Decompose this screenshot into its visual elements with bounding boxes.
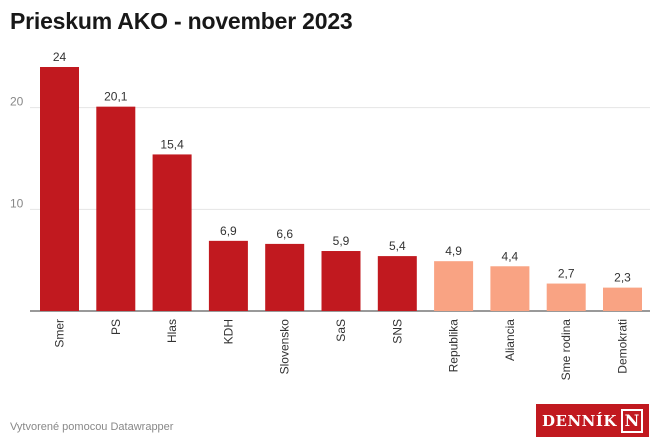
label-layer: 24 Smer 20,1 PS 15,4 Hlas 6,9 KDH 6,6 Slovensko 5,… <box>53 50 632 380</box>
chart-title: Prieskum AKO - november 2023 <box>10 8 353 34</box>
category-label: Slovensko <box>278 319 292 375</box>
category-label: SNS <box>390 319 404 344</box>
bar <box>96 106 136 312</box>
bar <box>208 240 248 311</box>
bar-value-label: 2,7 <box>558 267 575 281</box>
bar <box>152 154 192 311</box>
bar-value-label: 15,4 <box>160 137 184 151</box>
bar <box>434 261 474 311</box>
footer-credit: Vytvorené pomocou Datawrapper <box>10 421 174 433</box>
bar-layer <box>40 67 642 312</box>
dennik-n-logo[interactable]: DENNÍK N <box>536 404 649 437</box>
category-label: Sme rodina <box>559 319 573 381</box>
bar-value-label: 24 <box>53 50 67 64</box>
category-label: Republika <box>447 319 461 373</box>
bar-value-label: 2,3 <box>614 271 631 285</box>
bar-value-label: 4,9 <box>445 244 462 258</box>
bar-value-label: 6,9 <box>220 224 237 238</box>
category-label: Aliancia <box>503 319 517 361</box>
bar <box>377 256 417 311</box>
bar-value-label: 5,9 <box>333 234 350 248</box>
bar-value-label: 5,4 <box>389 239 406 253</box>
logo-letter: N <box>624 411 640 430</box>
category-label: KDH <box>221 319 235 344</box>
bar <box>321 251 361 311</box>
bar-chart: 10 20 24 Smer 20,1 PS 15,4 Hlas 6,9 KDH 6,6 Sloven… <box>10 50 650 380</box>
category-label: PS <box>109 319 123 335</box>
bar <box>603 287 642 311</box>
bar-value-label: 20,1 <box>104 90 128 104</box>
category-label: SaS <box>334 319 348 342</box>
bar <box>546 283 586 311</box>
category-label: Hlas <box>165 319 179 343</box>
category-label: Smer <box>53 319 67 348</box>
bar-value-label: 4,4 <box>502 249 519 263</box>
y-tick-label: 20 <box>10 95 24 109</box>
logo-n-icon: N <box>620 408 643 433</box>
category-label: Demokrati <box>616 319 630 374</box>
logo-text: DENNÍK <box>542 411 617 430</box>
y-tick-label: 10 <box>10 196 24 210</box>
bar <box>265 243 305 311</box>
bar-value-label: 6,6 <box>276 227 293 241</box>
bar <box>490 266 530 311</box>
bar <box>40 67 79 311</box>
